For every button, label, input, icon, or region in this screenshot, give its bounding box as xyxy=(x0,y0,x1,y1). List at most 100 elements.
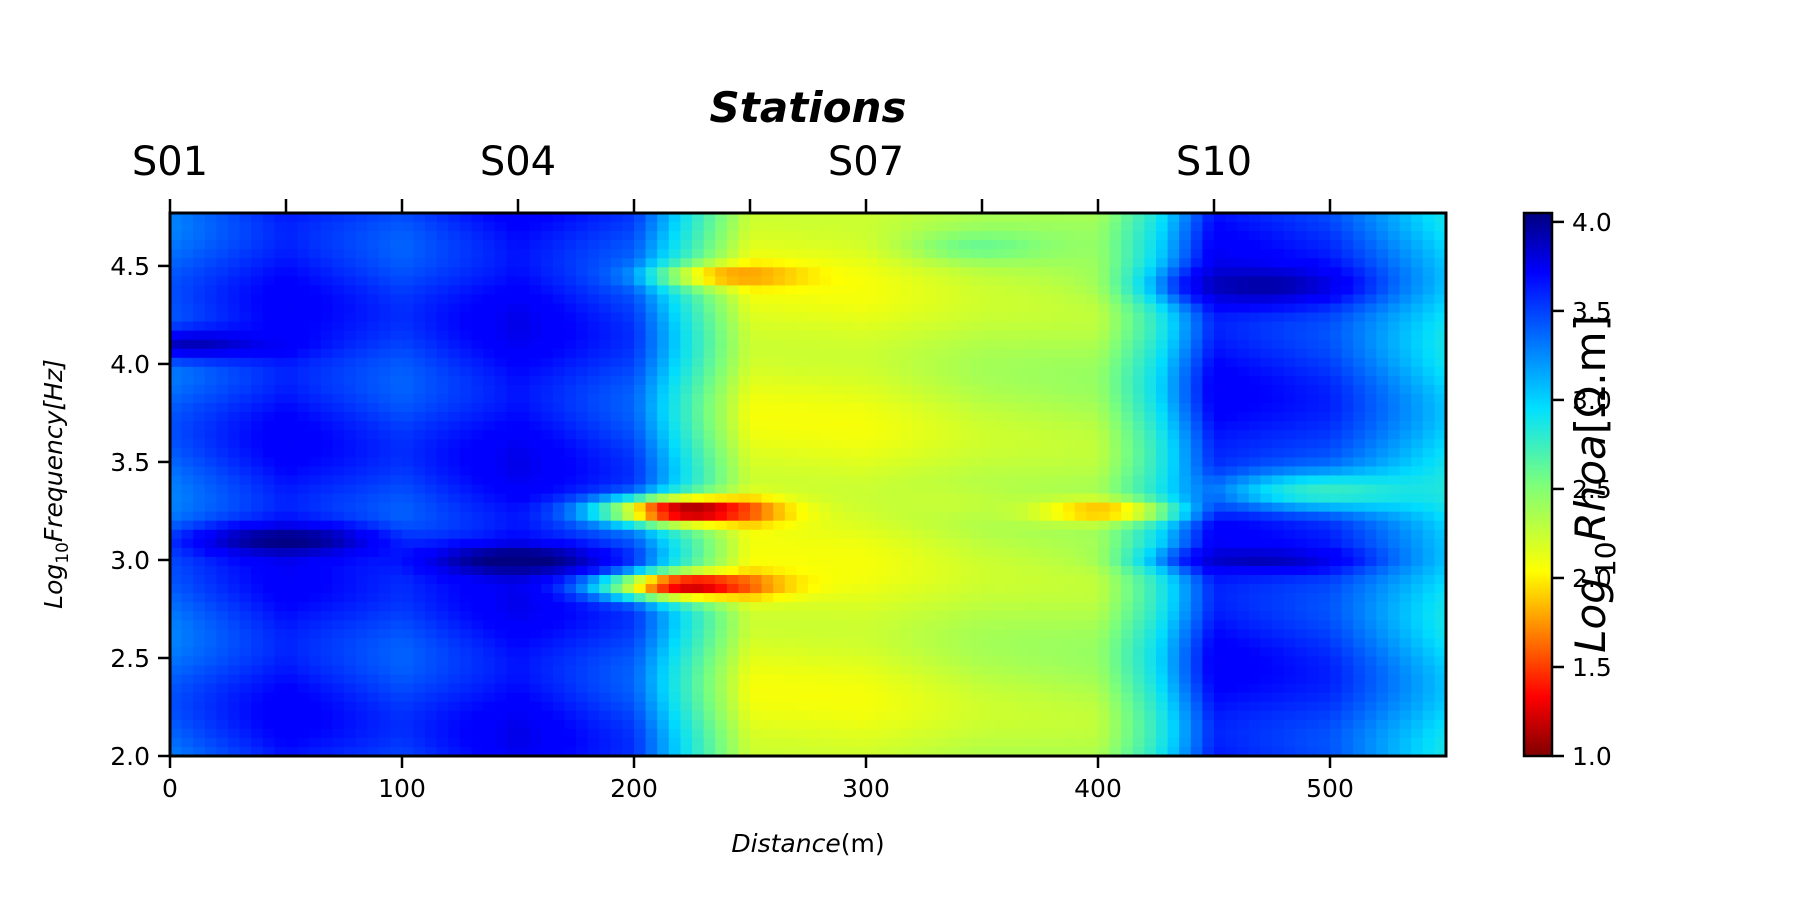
heatmap-cell xyxy=(170,258,183,268)
heatmap-cell xyxy=(378,701,391,712)
heatmap-cell xyxy=(819,602,832,612)
heatmap-cell xyxy=(402,457,415,467)
heatmap-cell xyxy=(506,493,519,504)
heatmap-cell xyxy=(564,584,577,594)
heatmap-cell xyxy=(750,638,763,648)
heatmap-cell xyxy=(518,394,531,404)
heatmap-cell xyxy=(854,511,867,522)
heatmap-cell xyxy=(1098,439,1111,449)
heatmap-cell xyxy=(344,547,357,558)
heatmap-cell xyxy=(193,665,206,676)
heatmap-cell xyxy=(715,665,728,676)
heatmap-cell xyxy=(912,556,925,567)
heatmap-cell xyxy=(436,493,449,504)
heatmap-cell xyxy=(1098,466,1111,477)
heatmap-cell xyxy=(228,421,241,431)
heatmap-cell xyxy=(483,421,496,431)
heatmap-cell xyxy=(796,556,809,567)
heatmap-cell xyxy=(344,692,357,703)
heatmap-cell xyxy=(668,692,681,703)
heatmap-cell xyxy=(982,421,995,431)
heatmap-cell xyxy=(460,529,473,540)
heatmap-cell xyxy=(958,719,971,730)
heatmap-cell xyxy=(750,421,763,431)
heatmap-cell xyxy=(332,339,345,350)
heatmap-cell xyxy=(286,403,299,413)
heatmap-cell xyxy=(506,647,519,658)
heatmap-cell xyxy=(703,746,716,757)
heatmap-cell xyxy=(541,538,554,549)
heatmap-cell xyxy=(1086,403,1099,413)
heatmap-cell xyxy=(262,394,275,404)
heatmap-cell xyxy=(1040,565,1053,576)
heatmap-cell xyxy=(738,683,751,694)
heatmap-cell xyxy=(460,357,473,368)
heatmap-cell xyxy=(842,240,855,250)
heatmap-cell xyxy=(355,692,368,703)
heatmap-cell xyxy=(866,366,879,377)
heatmap-cell xyxy=(877,529,890,540)
heatmap-cell xyxy=(866,240,879,250)
heatmap-cell xyxy=(309,321,322,332)
heatmap-cell xyxy=(703,276,716,286)
heatmap-cell xyxy=(332,231,345,241)
heatmap-cell xyxy=(808,602,821,612)
heatmap-cell xyxy=(251,746,264,757)
heatmap-cell xyxy=(599,520,612,531)
heatmap-cell xyxy=(796,638,809,648)
heatmap-cell xyxy=(924,638,937,648)
heatmap-cell xyxy=(831,366,844,377)
heatmap-cell xyxy=(726,556,739,567)
heatmap-cell xyxy=(726,394,739,404)
heatmap-cell xyxy=(518,421,531,431)
heatmap-cell xyxy=(726,529,739,540)
heatmap-cell xyxy=(634,520,647,531)
heatmap-cell xyxy=(773,213,786,223)
heatmap-cell xyxy=(958,339,971,350)
heatmap-cell xyxy=(413,575,426,585)
heatmap-cell xyxy=(819,421,832,431)
heatmap-cell xyxy=(425,719,438,730)
heatmap-cell xyxy=(622,240,635,250)
heatmap-cell xyxy=(982,584,995,594)
heatmap-cell xyxy=(784,620,797,630)
heatmap-cell xyxy=(390,231,403,241)
heatmap-cell xyxy=(587,403,600,413)
heatmap-cell xyxy=(645,403,658,413)
heatmap-cell xyxy=(541,403,554,413)
heatmap-cell xyxy=(529,584,542,594)
heatmap-cell xyxy=(993,692,1006,703)
heatmap-cell xyxy=(251,213,264,223)
heatmap-cell xyxy=(1005,529,1018,540)
heatmap-cell xyxy=(448,330,461,341)
heatmap-cell xyxy=(1074,267,1087,277)
heatmap-cell xyxy=(216,276,229,286)
heatmap-cell xyxy=(181,484,194,495)
heatmap-cell xyxy=(912,674,925,685)
heatmap-cell xyxy=(1074,584,1087,594)
heatmap-cell xyxy=(367,638,380,648)
heatmap-cell xyxy=(970,339,983,350)
heatmap-cell xyxy=(796,737,809,748)
heatmap-cell xyxy=(494,384,507,395)
heatmap-cell xyxy=(193,556,206,567)
heatmap-cell xyxy=(1016,701,1029,712)
heatmap-cell xyxy=(819,656,832,667)
heatmap-cell xyxy=(390,430,403,440)
heatmap-cell xyxy=(958,701,971,712)
heatmap-cell xyxy=(309,348,322,359)
heatmap-cell xyxy=(773,267,786,277)
heatmap-cell xyxy=(912,339,925,350)
heatmap-cell xyxy=(367,303,380,314)
heatmap-cell xyxy=(924,728,937,739)
heatmap-cell xyxy=(181,620,194,630)
heatmap-cell xyxy=(657,728,670,739)
heatmap-cell xyxy=(309,375,322,386)
heatmap-cell xyxy=(970,448,983,458)
heatmap-cell xyxy=(657,710,670,721)
heatmap-cell xyxy=(680,430,693,440)
heatmap-cell xyxy=(1016,213,1029,223)
heatmap-cell xyxy=(239,276,252,286)
heatmap-cell xyxy=(761,412,774,422)
heatmap-cell xyxy=(309,529,322,540)
